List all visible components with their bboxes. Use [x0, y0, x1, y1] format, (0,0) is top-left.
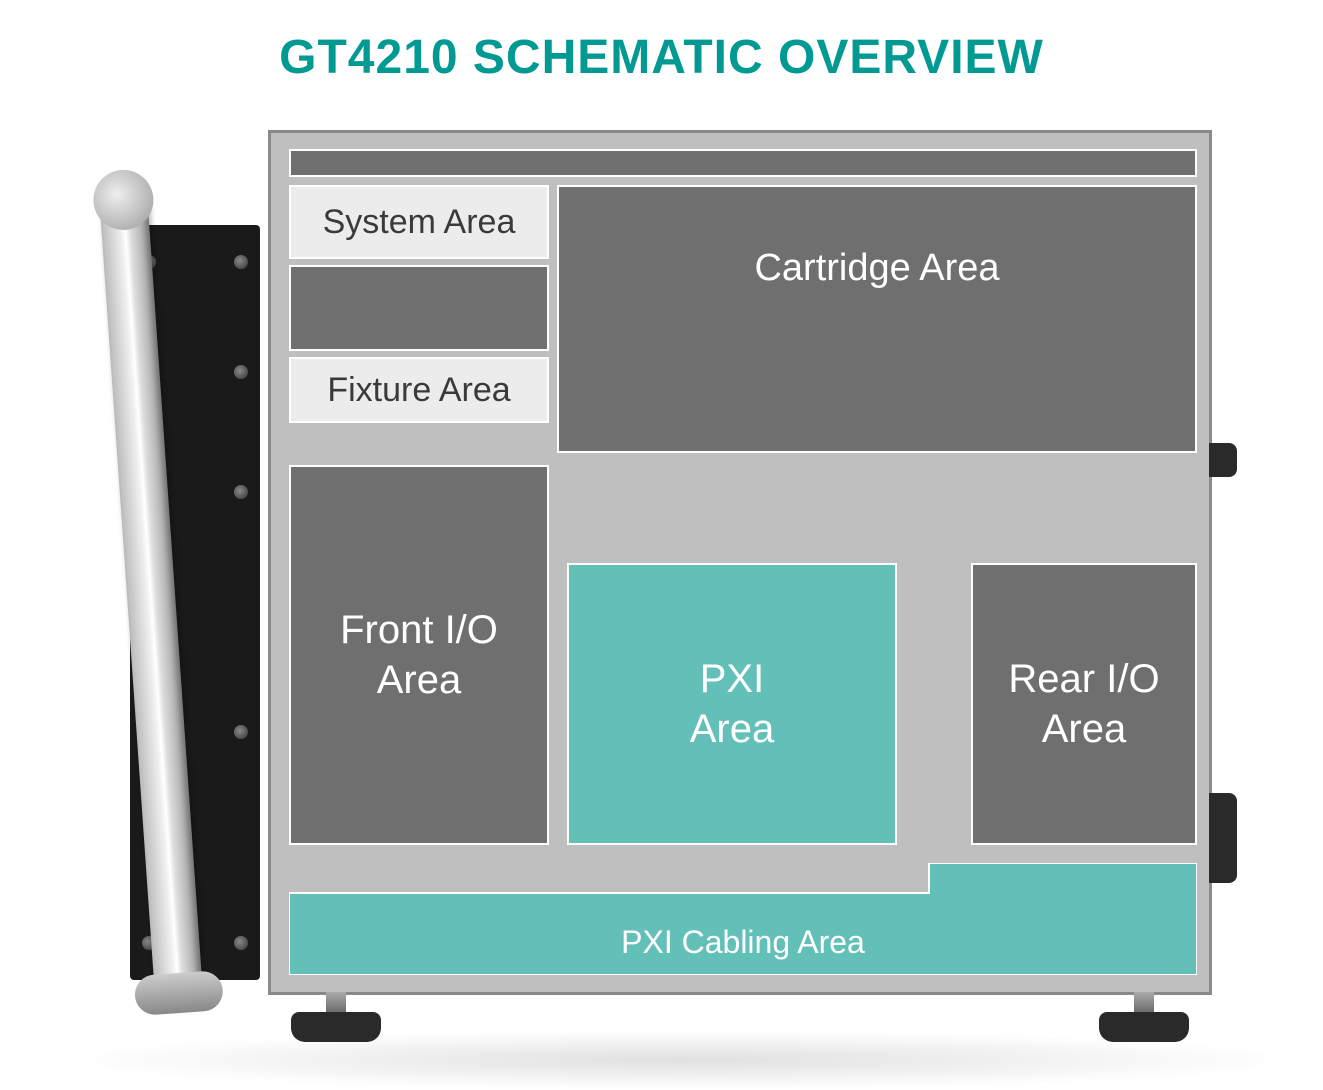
area-fixture: Fixture Area	[289, 357, 549, 423]
area-rear-io: Rear I/O Area	[971, 563, 1197, 845]
area-pxi-cabling: PXI Cabling Area	[289, 863, 1197, 975]
area-cartridge-label: Cartridge Area	[754, 245, 999, 293]
area-top-strip	[289, 149, 1197, 177]
area-front-io: Front I/O Area	[289, 465, 549, 845]
chassis-foot-right	[1099, 992, 1189, 1042]
area-rear-io-label: Rear I/O Area	[1008, 654, 1159, 754]
area-system: System Area	[289, 185, 549, 259]
side-latch-upper	[1209, 443, 1237, 477]
area-pxi: PXI Area	[567, 563, 897, 845]
page-title: GT4210 SCHEMATIC OVERVIEW	[0, 30, 1323, 85]
area-pxi-label: PXI Area	[690, 654, 775, 754]
chassis-enclosure: System Area Fixture Area Cartridge Area …	[268, 130, 1212, 995]
side-latch-lower	[1209, 793, 1237, 883]
chassis-foot-left	[291, 992, 381, 1042]
area-fixture-label: Fixture Area	[327, 369, 510, 412]
area-under-system	[289, 265, 549, 351]
area-system-label: System Area	[323, 201, 516, 244]
area-pxi-cabling-label: PXI Cabling Area	[621, 924, 865, 960]
area-front-io-label: Front I/O Area	[340, 605, 498, 705]
area-cartridge: Cartridge Area	[557, 185, 1197, 453]
